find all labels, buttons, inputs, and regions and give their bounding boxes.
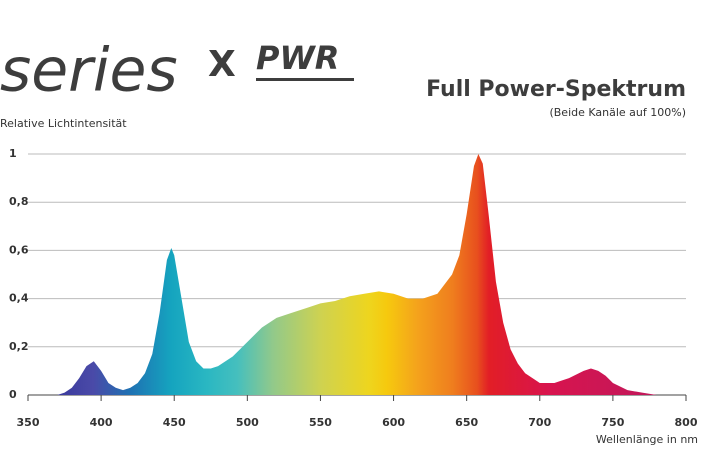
- x-tick-label: 650: [455, 416, 478, 429]
- y-tick-label: 1: [9, 147, 17, 160]
- x-tick-label: 800: [675, 416, 698, 429]
- spectrum-area: [57, 154, 657, 395]
- y-tick-label: 0,2: [9, 340, 29, 353]
- x-tick-label: 500: [236, 416, 259, 429]
- logo-underline: [256, 78, 354, 81]
- y-tick-label: 0: [9, 388, 17, 401]
- x-tick-label: 600: [382, 416, 405, 429]
- x-tick-label: 700: [528, 416, 551, 429]
- logo-mark: X: [208, 44, 236, 85]
- y-tick-label: 0,4: [9, 292, 29, 305]
- y-axis-label: Relative Lichtintensität: [0, 117, 127, 130]
- logo-name: series: [0, 36, 178, 106]
- y-tick-label: 0,6: [9, 243, 29, 256]
- y-tick-label: 0,8: [9, 195, 29, 208]
- x-tick-label: 450: [163, 416, 186, 429]
- chart-title: Full Power-Spektrum: [426, 77, 686, 102]
- x-tick-label: 750: [601, 416, 624, 429]
- x-tick-label: 350: [17, 416, 40, 429]
- chart-subtitle: (Beide Kanäle auf 100%): [549, 106, 686, 119]
- x-tick-label: 400: [90, 416, 113, 429]
- x-tick-label: 550: [309, 416, 332, 429]
- logo-suffix: PWR: [256, 39, 339, 77]
- x-axis-label: Wellenlänge in nm: [596, 433, 698, 446]
